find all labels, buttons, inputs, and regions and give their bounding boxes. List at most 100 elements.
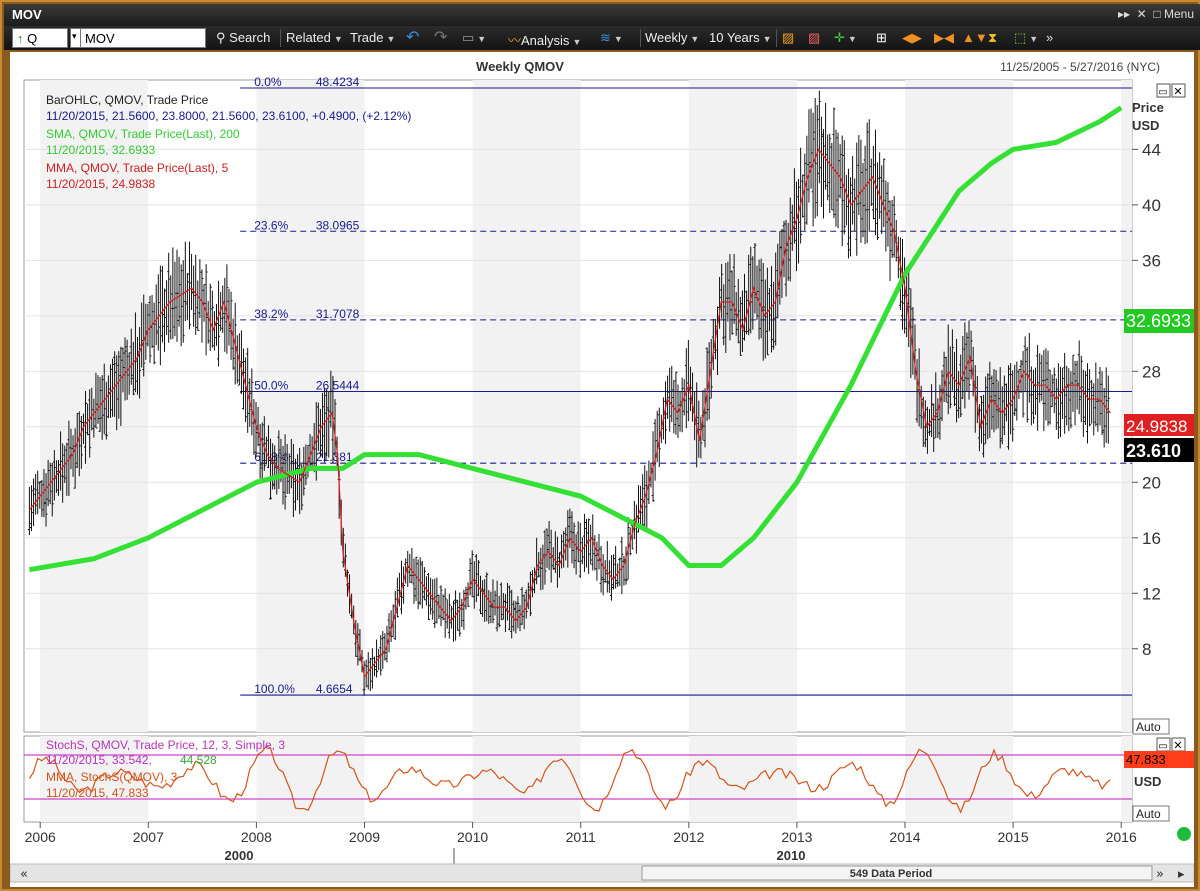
- x-tick-label: 2016: [1106, 829, 1137, 845]
- zoom-box-icon[interactable]: ⊞: [876, 30, 887, 45]
- fib-level-label: 61.8%: [254, 450, 288, 464]
- stoch-value-badge: [1124, 751, 1194, 768]
- sma-price-badge-text: 32.6933: [1126, 311, 1191, 331]
- year-band: [472, 80, 581, 732]
- expand-icon[interactable]: ◀▶: [902, 30, 922, 45]
- period-menu[interactable]: Weekly ▼: [645, 30, 700, 45]
- y-tick-label: 28: [1142, 362, 1161, 381]
- sma-200-line: [28, 105, 1123, 573]
- pane-controls[interactable]: ✕ ▭: [1156, 83, 1186, 98]
- year-band: [40, 736, 149, 822]
- folder-icon[interactable]: ▭ ▼: [462, 30, 487, 45]
- title-bar: MOV ▸▸ ✕ □ Menu: [4, 4, 1200, 26]
- year-band: [1121, 736, 1132, 822]
- y-tick-label: 36: [1142, 251, 1161, 270]
- time-scrollbar[interactable]: 549 Data Period « » ▸: [10, 863, 1194, 883]
- overlay-icon[interactable]: ≋ ▼: [600, 30, 623, 45]
- legend-sma-title: SMA, QMOV, Trade Price(Last), 200: [46, 127, 240, 141]
- close-pane-icon[interactable]: [1171, 83, 1186, 98]
- vertical-expand-icon[interactable]: ▲▼: [962, 30, 988, 45]
- select-icon[interactable]: ⬚ ▼: [1014, 30, 1039, 45]
- more-icon[interactable]: »: [1046, 30, 1054, 45]
- scroll-left-icon[interactable]: «: [20, 867, 28, 882]
- fib-level-label: 0.0%: [254, 75, 282, 89]
- draw-icon[interactable]: ▨: [808, 30, 821, 45]
- x-tick-label: 2010: [457, 829, 488, 845]
- price-gridlines: [24, 148, 1132, 650]
- svg-text:✕: ✕: [1173, 85, 1182, 98]
- svg-text:▭: ▭: [1158, 741, 1167, 752]
- x-tick-label: 2014: [889, 829, 920, 845]
- line-chart-icon[interactable]: ▨: [782, 30, 795, 45]
- chevron-down-icon: ▼: [333, 34, 343, 44]
- divider: [280, 29, 281, 47]
- stochastic-year-bands: [40, 736, 1132, 822]
- scrollbar-thumb[interactable]: [641, 865, 1153, 881]
- undo-icon[interactable]: ↶: [406, 29, 420, 46]
- ohlc-bars: [27, 90, 1110, 696]
- hourglass-icon[interactable]: ⧗: [988, 30, 998, 45]
- related-menu[interactable]: Related ▼: [286, 30, 343, 45]
- price-axis-label: Price: [1132, 100, 1164, 115]
- x-tick-label: 2006: [25, 829, 56, 845]
- trade-menu[interactable]: Trade ▼: [350, 30, 396, 45]
- stoch-pane-controls[interactable]: ✕ ▭: [1156, 737, 1186, 752]
- menu-button[interactable]: Menu: [1163, 7, 1194, 21]
- chart-area[interactable]: Weekly QMOV 11/25/2005 - 5/27/2016 (NYC)…: [10, 52, 1194, 887]
- toolbar: ↑ Q ▾ MOV ⚲ Search Related ▼ Trade ▼ ↶ ↷ ▭…: [4, 26, 1200, 50]
- search-button[interactable]: ⚲ Search: [216, 30, 271, 45]
- y-tick-label: 12: [1142, 584, 1161, 603]
- price-axis[interactable]: 8121620242832364044: [1132, 140, 1161, 659]
- symbol-input[interactable]: MOV: [80, 28, 206, 48]
- chevron-down-icon: ▼: [572, 37, 582, 47]
- symbol-prefix-field[interactable]: ↑ Q: [12, 28, 68, 48]
- maximize-pane-icon[interactable]: [1156, 83, 1171, 98]
- x-tick-label: 2009: [349, 829, 380, 845]
- fib-price-label: 21.381: [316, 450, 353, 464]
- auto-scale-button[interactable]: [1132, 718, 1170, 735]
- analysis-icon: 〰: [508, 33, 522, 48]
- mma-price-badge: [1124, 414, 1194, 436]
- crosshair-icon[interactable]: ✛ ▼: [834, 30, 857, 45]
- status-indicator-icon: [1177, 827, 1191, 841]
- year-band: [472, 736, 581, 822]
- year-band: [256, 80, 365, 732]
- legend-bar-values: 11/20/2015, 21.5600, 23.8000, 21.5600, 2…: [46, 109, 411, 123]
- x-tick-label: 2013: [781, 829, 812, 845]
- stoch-auto-scale-button[interactable]: [1132, 805, 1170, 822]
- fib-level-label: 100.0%: [254, 682, 295, 696]
- redo-icon[interactable]: ↷: [434, 29, 448, 46]
- time-axis[interactable]: 2006 2007 2008 2009 2010 2011 2012 2013 2014 2015…: [25, 822, 1137, 845]
- range-menu[interactable]: 10 Years ▼: [709, 30, 772, 45]
- y-tick-label: 40: [1142, 196, 1161, 215]
- window-controls[interactable]: ▸▸ ✕ □ Menu: [1117, 7, 1194, 21]
- chart-canvas[interactable]: Weekly QMOV 11/25/2005 - 5/27/2016 (NYC)…: [10, 52, 1194, 887]
- y-tick-label: 20: [1142, 473, 1161, 492]
- mma-price-badge-text: 24.9838: [1126, 417, 1187, 436]
- svg-text:✕: ✕: [1173, 739, 1182, 752]
- fib-price-label: 4.6654: [316, 682, 353, 696]
- divider: [776, 29, 777, 47]
- stoch-axis-unit: USD: [1134, 774, 1161, 789]
- x-tick-label: 2008: [241, 829, 272, 845]
- stoch-mma-title: MMA, StochS(QMOV), 3: [46, 770, 178, 784]
- year-bands: [40, 80, 1132, 732]
- legend-mma-title: MMA, QMOV, Trade Price(Last), 5: [46, 161, 229, 175]
- x-tick-label: 2011: [566, 829, 596, 845]
- analysis-menu[interactable]: 〰Analysis ▼: [508, 33, 582, 48]
- date-range: 11/25/2005 - 5/27/2016 (NYC): [1000, 60, 1160, 74]
- chevron-down-icon: ▼: [762, 34, 772, 44]
- scroll-end-icon[interactable]: ▸: [1178, 867, 1185, 882]
- stoch-legend-title: StochS, QMOV, Trade Price, 12, 3, Simple…: [46, 738, 285, 752]
- scroll-right-icon[interactable]: »: [1156, 867, 1164, 882]
- stochastic-line: [28, 745, 1111, 814]
- search-icon: ⚲: [216, 30, 226, 45]
- fib-price-label: 31.7078: [316, 307, 360, 321]
- stoch-auto-scale-label: Auto: [1136, 807, 1161, 821]
- decade-label-2000: 2000: [225, 848, 254, 863]
- fib-level-label: 38.2%: [254, 307, 288, 321]
- compress-icon[interactable]: ▶◀: [934, 30, 954, 45]
- stoch-mma-value: 11/20/2015, 47.833: [46, 786, 149, 800]
- stoch-legend-values-a: 11/20/2015, 33.542,: [46, 753, 152, 767]
